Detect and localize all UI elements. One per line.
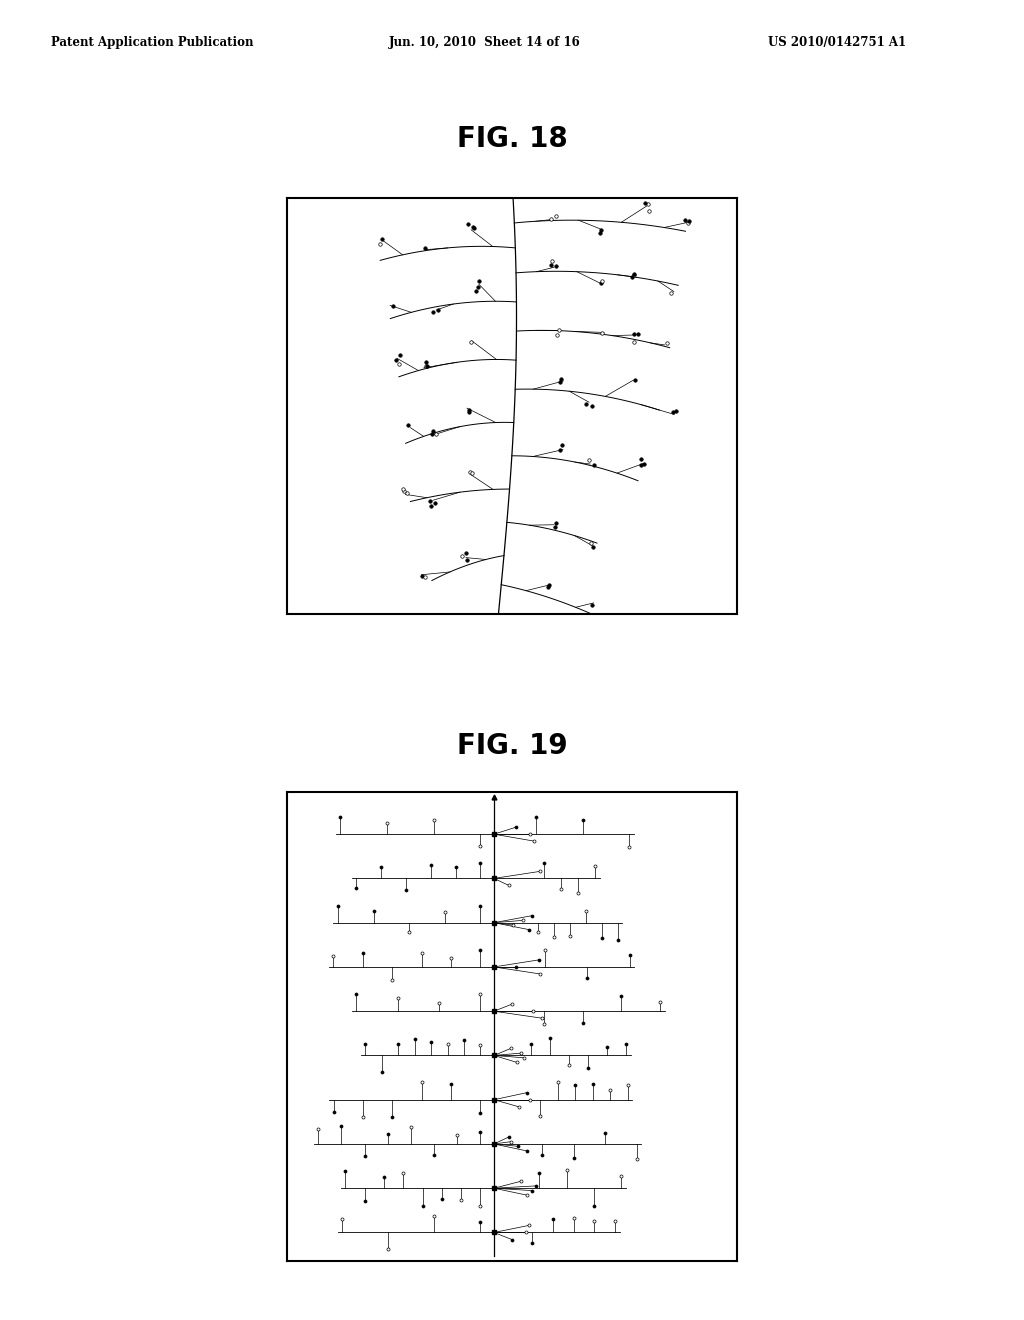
Text: Patent Application Publication: Patent Application Publication [51, 37, 254, 49]
Text: US 2010/0142751 A1: US 2010/0142751 A1 [768, 37, 906, 49]
Text: FIG. 19: FIG. 19 [457, 731, 567, 760]
Text: Jun. 10, 2010  Sheet 14 of 16: Jun. 10, 2010 Sheet 14 of 16 [389, 37, 581, 49]
Text: FIG. 18: FIG. 18 [457, 124, 567, 153]
